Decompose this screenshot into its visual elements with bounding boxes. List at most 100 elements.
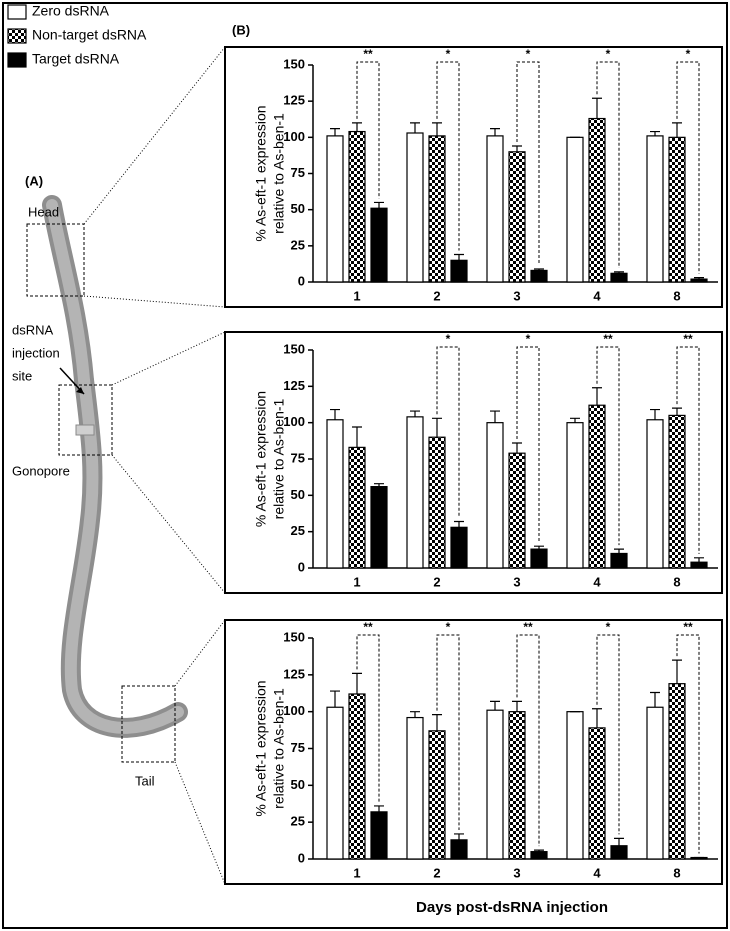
error-bar (454, 833, 464, 840)
bar (646, 135, 664, 283)
y-tick-label: 50 (291, 487, 305, 502)
error-bar (512, 442, 522, 454)
error-bar (454, 520, 464, 528)
diagram-label: injection (12, 345, 60, 360)
diagram-label: Head (28, 204, 59, 219)
significance-label: ** (363, 620, 373, 634)
error-bar (330, 128, 340, 136)
significance-bracket (596, 346, 620, 546)
bar (530, 851, 548, 860)
bar (668, 683, 686, 860)
error-bar (490, 410, 500, 423)
legend-label: Target dsRNA (32, 51, 120, 67)
error-bar (454, 253, 464, 261)
significance-label: * (446, 332, 451, 346)
y-tick-label: 100 (283, 703, 305, 718)
y-tick-label: 125 (283, 666, 305, 681)
y-tick-label: 125 (283, 93, 305, 108)
y-axis-label: % As-eft-1 expression (253, 391, 269, 527)
connector (174, 761, 226, 885)
x-tick-label: 1 (353, 574, 360, 589)
significance-label: ** (683, 620, 693, 634)
significance-bracket (596, 61, 620, 268)
bar (348, 130, 366, 283)
injection-box (58, 384, 113, 456)
error-bar (694, 557, 704, 563)
bar (450, 839, 468, 860)
y-tick-label: 25 (291, 814, 305, 829)
bar (668, 414, 686, 569)
y-axis-label: relative to As-ben-1 (271, 113, 287, 234)
significance-bracket (516, 61, 540, 265)
significance-label: * (606, 47, 611, 61)
x-tick-label: 2 (433, 865, 440, 880)
x-tick-label: 3 (513, 865, 520, 880)
error-bar (614, 271, 624, 274)
bar (406, 416, 424, 569)
figure-label: (A) (25, 173, 43, 188)
y-tick-label: 0 (298, 273, 305, 288)
error-bar (512, 700, 522, 712)
bar (428, 436, 446, 569)
bar (348, 446, 366, 569)
x-tick-label: 8 (673, 288, 680, 303)
y-tick-label: 25 (291, 523, 305, 538)
bar (370, 811, 388, 860)
y-tick-label: 50 (291, 777, 305, 792)
bar (566, 422, 584, 569)
significance-bracket (356, 634, 380, 802)
x-tick-label: 3 (513, 288, 520, 303)
arrow-head (76, 387, 84, 394)
significance-bracket (516, 346, 540, 543)
legend-label: Non-target dsRNA (32, 27, 147, 43)
x-tick-label: 1 (353, 865, 360, 880)
bar (690, 278, 708, 283)
significance-bracket (676, 61, 700, 274)
worm (42, 195, 188, 738)
y-tick-label: 50 (291, 201, 305, 216)
legend-label: Zero dsRNA (32, 3, 110, 19)
y-tick-label: 150 (283, 629, 305, 644)
panel-border (224, 331, 723, 594)
x-tick-label: 2 (433, 288, 440, 303)
y-tick-label: 75 (291, 740, 305, 755)
bar (690, 561, 708, 569)
y-tick-label: 100 (283, 129, 305, 144)
significance-label: ** (683, 332, 693, 346)
connector (111, 454, 226, 594)
x-tick-label: 1 (353, 288, 360, 303)
x-tick-label: 8 (673, 865, 680, 880)
error-bar (592, 387, 602, 406)
bar (588, 117, 606, 283)
y-tick-label: 150 (283, 56, 305, 71)
significance-bracket (436, 61, 460, 251)
error-bar (672, 122, 682, 138)
bar (370, 486, 388, 569)
bar (428, 135, 446, 283)
x-tick-label: 8 (673, 574, 680, 589)
bar (450, 259, 468, 283)
panel-border (224, 46, 723, 308)
y-tick-label: 0 (298, 559, 305, 574)
bar (566, 711, 584, 860)
bar (646, 706, 664, 860)
y-tick-label: 100 (283, 414, 305, 429)
bar (406, 132, 424, 283)
error-bar (490, 700, 500, 711)
error-bar (650, 408, 660, 420)
error-bar (490, 128, 500, 136)
bar (326, 419, 344, 569)
significance-bracket (676, 346, 700, 554)
diagram-label: dsRNA (12, 322, 54, 337)
error-bar (410, 122, 420, 133)
x-tick-label: 4 (593, 288, 601, 303)
error-bar (410, 711, 420, 718)
significance-label: ** (603, 332, 613, 346)
significance-bracket (516, 634, 540, 847)
error-bar (512, 145, 522, 152)
error-bar (592, 97, 602, 119)
bar (610, 552, 628, 569)
error-bar (432, 714, 442, 731)
diagram-label: Tail (135, 773, 155, 788)
